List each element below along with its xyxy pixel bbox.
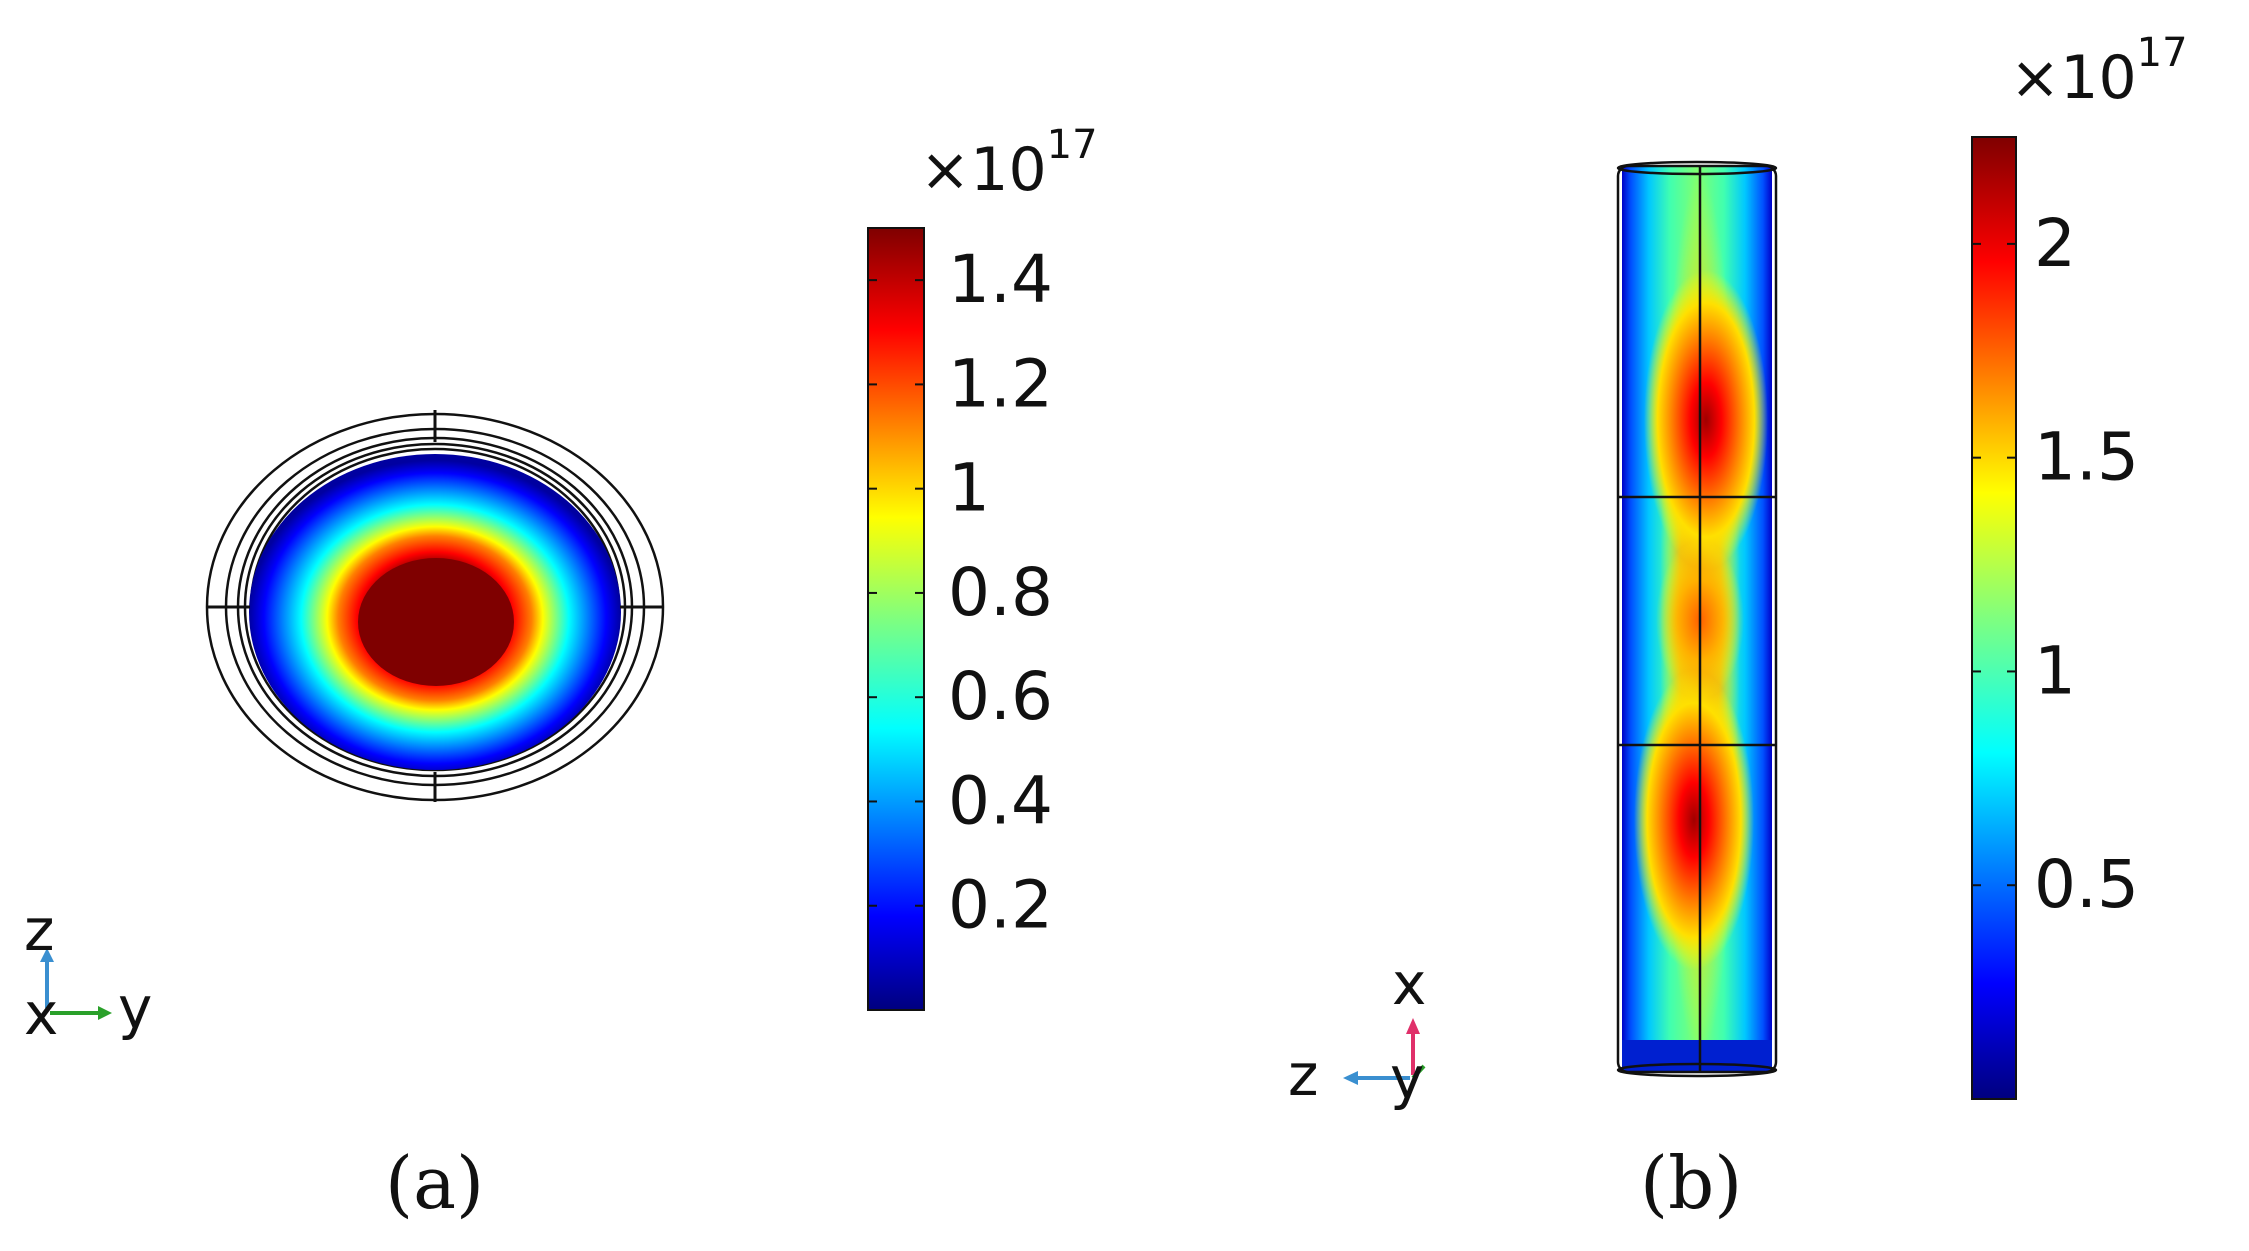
colorbar-a [867, 227, 925, 1011]
caption-b: (b) [1640, 1141, 1742, 1225]
colorbar-tick-label: 0.2 [948, 867, 1053, 944]
colorbar-tick-label: 0.5 [2034, 846, 2139, 923]
axis-triad-a: z y x [24, 896, 152, 1048]
colorbar-tick-label: 0.4 [948, 762, 1053, 839]
colorbar-ticks-b: 2 1.5 1 0.5 [1972, 205, 2139, 923]
colorbar-ticks-a: 1.4 1.2 1 0.8 0.6 0.4 0.2 [868, 241, 1053, 944]
axis-label-out-b: y [1390, 1044, 1424, 1112]
axis-triad-b: x z y [1288, 950, 1426, 1112]
heat-tube-b [1622, 166, 1772, 1072]
mesh-cross-a [206, 410, 664, 802]
colorbar-tick-label: 1 [2034, 632, 2076, 709]
colorbar-tick-label: 1.4 [948, 241, 1053, 318]
colorbar-tick-label: 0.8 [948, 554, 1053, 631]
colorbar-multiplier-a: ×1017 [920, 122, 1098, 205]
colorbar-tick-label: 1 [948, 450, 990, 527]
tube-outline-b [1616, 160, 1778, 1078]
panel-b: x z y 2 1.5 1 0.5 ×1017 (b) [1288, 30, 2188, 1225]
colorbar-b [1971, 136, 2017, 1100]
colorbar-tick-label: 2 [2034, 205, 2076, 282]
colorbar-multiplier-b: ×1017 [2010, 30, 2188, 113]
colorbar-tick-label: 0.6 [948, 658, 1053, 735]
panel-a: z y x 1.4 1.2 1 0.8 0.6 0.4 0.2 ×1017 (a) [24, 122, 1098, 1225]
axis-label-vertical-b: x [1392, 950, 1426, 1018]
colorbar-tick-label: 1.2 [948, 345, 1053, 422]
colorbar-tick-label: 1.5 [2034, 419, 2139, 496]
hot-core-a [358, 558, 514, 686]
axis-label-out-a: x [24, 980, 58, 1048]
caption-a: (a) [385, 1141, 484, 1225]
axis-label-horizontal-a: y [118, 974, 152, 1042]
axis-label-horizontal-b: z [1288, 1041, 1318, 1109]
axis-label-vertical-a: z [24, 896, 54, 964]
